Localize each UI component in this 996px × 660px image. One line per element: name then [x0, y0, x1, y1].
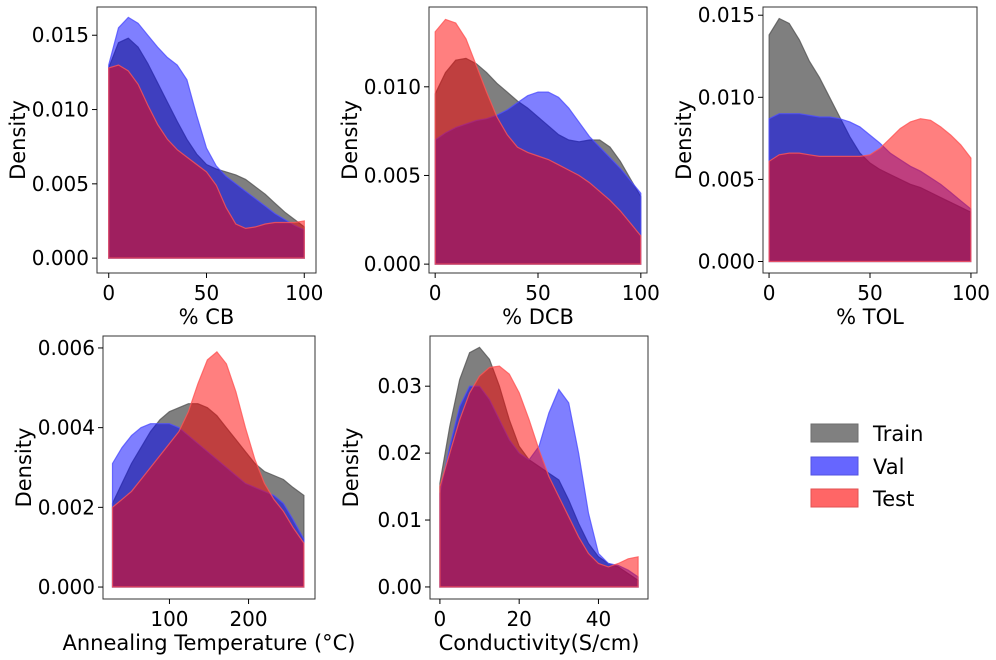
y-tick-label: 0.000: [364, 252, 421, 276]
y-tick-label: 0.005: [32, 172, 89, 196]
x-tick-label: 100: [622, 281, 660, 305]
density-area-test: [434, 18, 642, 265]
y-axis-label: Density: [338, 100, 362, 180]
y-tick-label: 0.002: [38, 495, 95, 519]
y-tick-label: 0.006: [38, 336, 95, 360]
legend-label-val: Val: [873, 455, 904, 479]
legend-swatch-test: [810, 488, 859, 508]
y-tick-label: 0.004: [38, 416, 95, 440]
x-tick-label: 50: [525, 281, 550, 305]
subplot-dcb: 0 50 100 0.000 0.005 0.010 % DCB Density: [338, 6, 660, 329]
density-area-test: [111, 351, 305, 588]
subplot-conductivity-s-cm: 0 20 40 0.00 0.01 0.02 0.03 Conductivity(S/cm) D…: [339, 335, 649, 655]
x-axis-label: % DCB: [502, 305, 574, 329]
y-tick-label: 0.00: [377, 575, 422, 599]
y-tick-label: 0.01: [377, 508, 422, 532]
density-area-test: [108, 64, 305, 259]
x-tick-label: 0: [434, 607, 447, 631]
y-tick-label: 0.000: [32, 246, 89, 270]
x-tick-label: 100: [150, 607, 188, 631]
density-area-test: [768, 118, 972, 263]
legend: Train Val Test: [810, 422, 923, 511]
legend-swatch-train: [810, 423, 859, 443]
x-axis-label: % TOL: [836, 305, 904, 329]
y-tick-label: 0.005: [364, 163, 421, 187]
x-tick-label: 0: [763, 281, 776, 305]
x-axis-label: % CB: [179, 305, 235, 329]
y-tick-label: 0.03: [377, 374, 422, 398]
x-tick-label: 100: [285, 281, 323, 305]
y-axis-label: Density: [672, 100, 696, 180]
y-tick-label: 0.010: [32, 98, 89, 122]
x-tick-label: 40: [586, 607, 611, 631]
x-axis-label: Annealing Temperature (°C): [62, 631, 355, 655]
axes-frame: [102, 335, 316, 600]
y-axis-label: Density: [6, 100, 30, 180]
y-tick-label: 0.010: [698, 85, 755, 109]
x-tick-label: 0: [102, 281, 115, 305]
y-tick-label: 0.015: [32, 23, 89, 47]
y-tick-label: 0.005: [698, 167, 755, 191]
legend-label-test: Test: [872, 487, 914, 511]
x-tick-label: 50: [194, 281, 219, 305]
x-axis-label: Conductivity(S/cm): [439, 631, 640, 655]
subplot-tol: 0 50 100 0.000 0.005 0.010 0.015 % TOL Density: [672, 3, 990, 329]
legend-swatch-val: [810, 456, 859, 476]
y-tick-label: 0.010: [364, 75, 421, 99]
x-tick-label: 50: [857, 281, 882, 305]
y-tick-label: 0.015: [698, 3, 755, 27]
y-axis-label: Density: [339, 428, 363, 508]
subplot-annealing-temperature-c: 100 200 0.000 0.002 0.004 0.006 Annealing Temp…: [12, 335, 356, 655]
x-tick-label: 200: [229, 607, 267, 631]
y-axis-label: Density: [12, 428, 36, 508]
x-tick-label: 100: [952, 281, 990, 305]
legend-label-train: Train: [872, 422, 923, 446]
x-tick-label: 20: [506, 607, 531, 631]
y-tick-label: 0.02: [377, 441, 422, 465]
y-tick-label: 0.000: [38, 575, 95, 599]
x-tick-label: 0: [429, 281, 442, 305]
subplot-cb: 0 50 100 0.000 0.005 0.010 0.015 % CB Density: [6, 6, 323, 329]
axes-frame: [429, 335, 649, 600]
density-area-test: [439, 365, 639, 588]
y-tick-label: 0.000: [698, 250, 755, 274]
